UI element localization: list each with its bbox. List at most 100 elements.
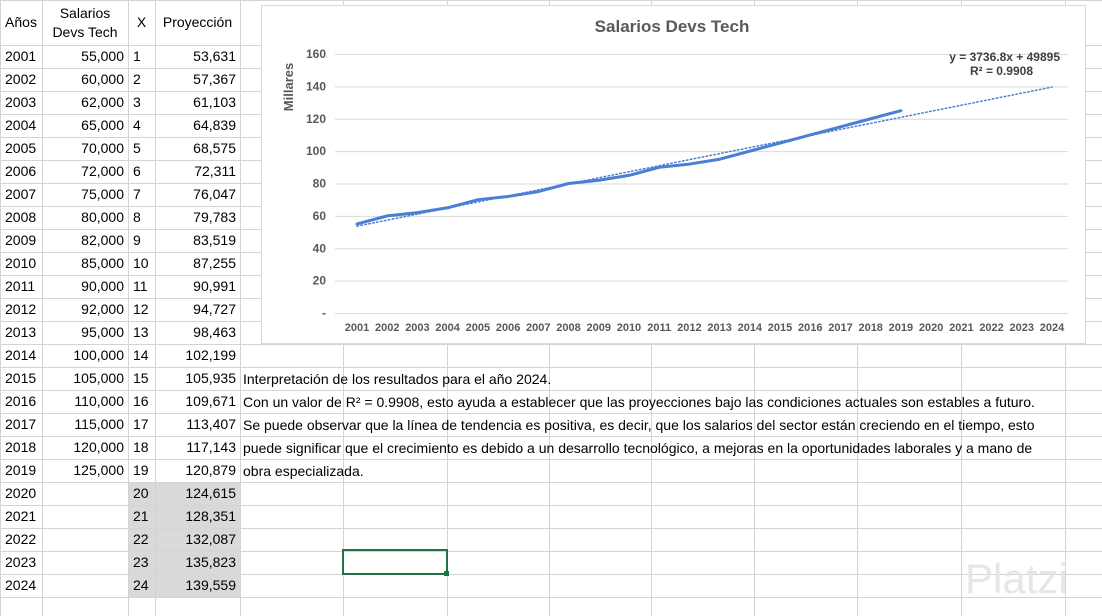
cell: 6 [133,163,141,179]
note-line: Interpretación de los resultados para el… [243,371,552,387]
cell: 139,559 [185,577,236,593]
cell: 94,727 [193,301,236,317]
cell: 102,199 [185,347,236,363]
cell: 17 [133,416,149,432]
cell: 8 [133,209,141,225]
cell: 2003 [5,94,37,110]
cell: 87,255 [193,255,236,271]
cell: 24 [133,577,149,593]
cell: 2015 [5,370,37,386]
cell: 2017 [5,416,37,432]
cell: 2022 [5,531,37,547]
cell: 10 [133,255,149,271]
cell: 115,000 [74,416,124,432]
cell: 15 [133,370,149,386]
cell: 90,000 [81,278,124,294]
cell: 18 [133,439,149,455]
cell: 105,000 [73,370,124,386]
cell: 9 [133,232,141,248]
cell: 64,839 [193,117,236,133]
cell: 23 [133,554,149,570]
cell: 124,615 [185,485,236,501]
cell: 2002 [5,71,37,87]
cell: 4 [133,117,141,133]
cell: 2021 [5,508,37,524]
cell: 2004 [5,117,37,133]
cell: 22 [133,531,149,547]
header-cell: Salarios Devs Tech [52,4,118,40]
cell: 2012 [5,301,37,317]
cell: 80,000 [81,209,124,225]
fill-handle [444,571,449,576]
cell: 62,000 [81,94,124,110]
cell: 72,311 [194,163,236,179]
note-line: puede significar que el crecimiento es d… [243,440,1033,456]
cell: 132,087 [185,531,236,547]
cell: 72,000 [81,163,124,179]
cell: 92,000 [81,301,124,317]
cell: 13 [133,324,149,340]
cell: 2018 [5,439,37,455]
cell: 68,575 [193,140,236,156]
cell: 1 [133,48,141,64]
cell: 120,879 [185,462,236,478]
cell: 2005 [5,140,37,156]
cell: 75,000 [81,186,124,202]
cell: 2001 [5,48,37,64]
note-line: Con un valor de R² = 0.9908, esto ayuda … [243,394,1035,410]
cell: 65,000 [81,117,124,133]
cell: 19 [133,462,149,478]
cell: 128,351 [185,508,236,524]
cell: 2013 [5,324,37,340]
cell: 20 [133,485,149,501]
cell: 79,783 [193,209,236,225]
cell: 120,000 [73,439,124,455]
cell: 70,000 [81,140,124,156]
cell: 14 [133,347,149,363]
cell: 2019 [5,462,37,478]
note-line: obra especializada. [243,463,364,479]
cell: 2011 [5,278,36,294]
header-cell: X [136,14,147,30]
watermark: Platzi [965,555,1068,602]
cell: 57,367 [193,71,236,87]
cell: 100,000 [73,347,124,363]
cell: 21 [133,508,149,524]
note-line: Se puede observar que la línea de tenden… [243,417,1035,433]
cell: 7 [133,186,141,202]
cell: 2016 [5,393,37,409]
cell: 2014 [5,347,37,363]
cell: 95,000 [81,324,124,340]
cell: 2008 [5,209,37,225]
cell: 2006 [5,163,37,179]
cell: 2023 [5,554,37,570]
cell: 61,103 [193,94,236,110]
cell: 53,631 [193,48,236,64]
cell: 55,000 [81,48,124,64]
cell: 109,671 [185,393,236,409]
cell: 110,000 [74,393,124,409]
cell: 83,519 [193,232,236,248]
cell: 16 [133,393,149,409]
cell: 135,823 [185,554,236,570]
cell: 98,463 [193,324,236,340]
cell: 11 [133,278,148,294]
cell: 2007 [5,186,37,202]
cell: 2009 [5,232,37,248]
cell: 12 [133,301,149,317]
cell: 2010 [5,255,37,271]
cell: 117,143 [186,439,236,455]
cell: 125,000 [73,462,124,478]
cell: 5 [133,140,141,156]
selected-cell[interactable] [342,549,448,575]
cell: 82,000 [81,232,124,248]
cell: 2 [133,71,141,87]
cell: 113,407 [186,416,236,432]
cell: 60,000 [81,71,124,87]
cell: 3 [133,94,141,110]
cell: 2020 [5,485,37,501]
cell: 105,935 [185,370,236,386]
cell: 85,000 [81,255,124,271]
cell: 90,991 [193,278,236,294]
